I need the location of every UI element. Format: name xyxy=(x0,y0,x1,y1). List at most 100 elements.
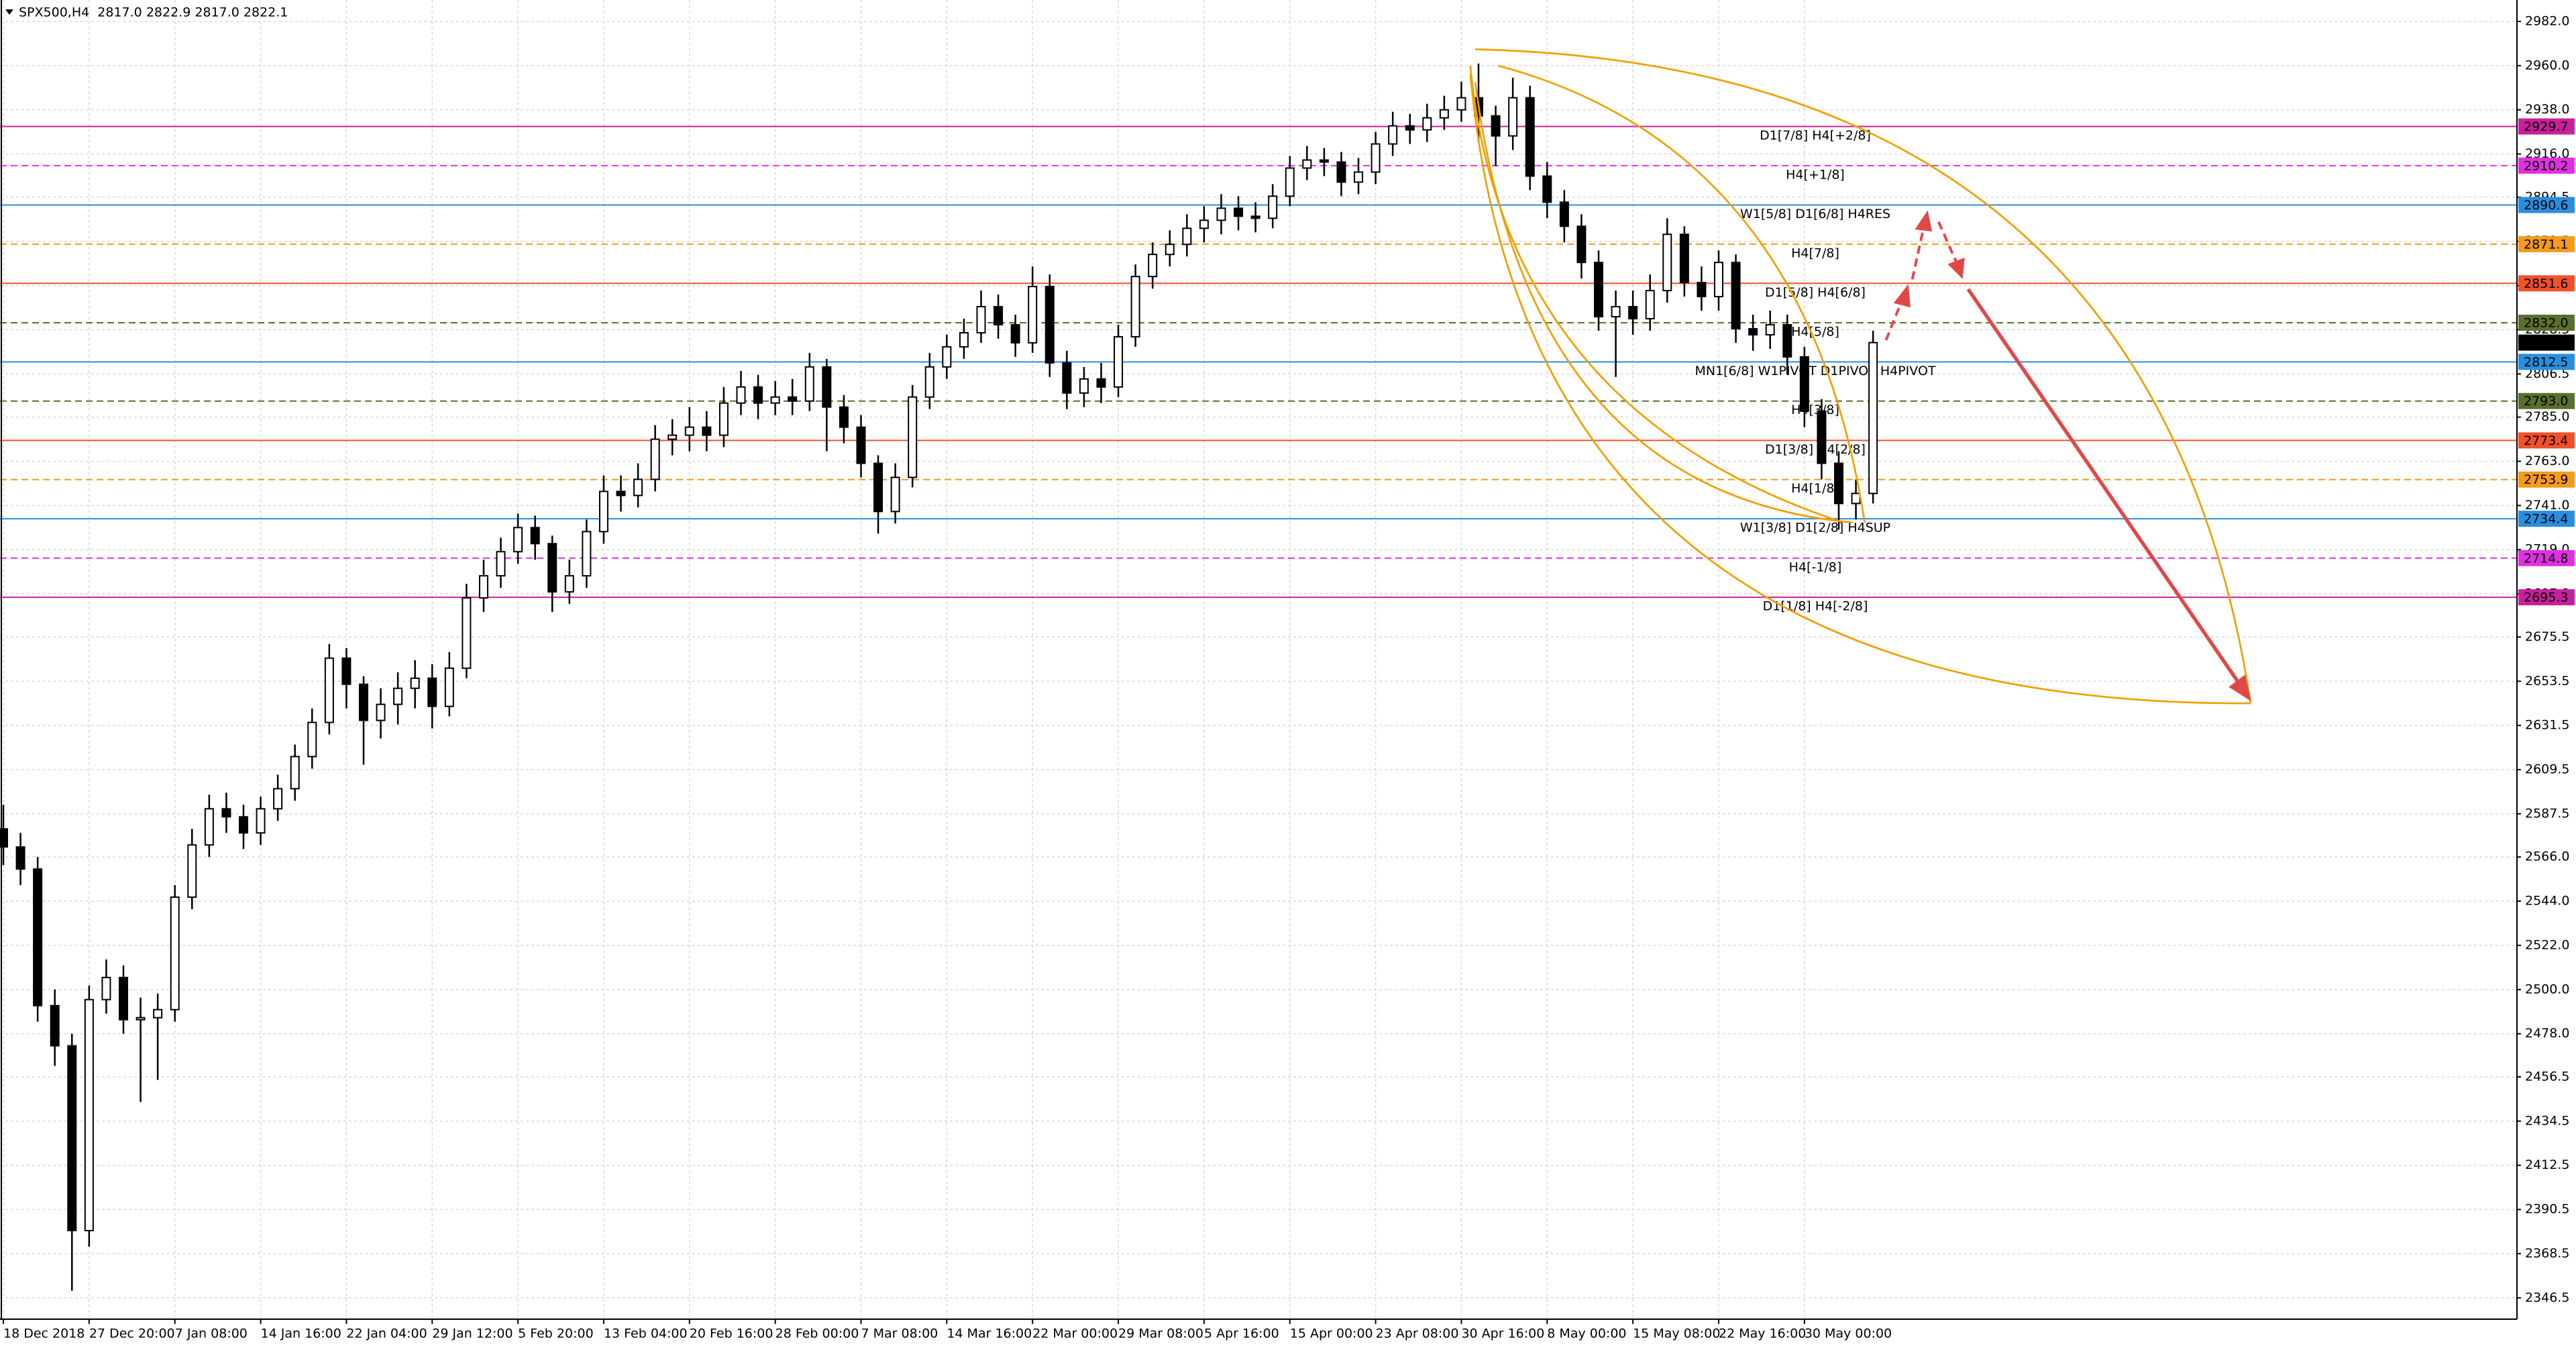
x-tick-label: 14 Mar 16:00 xyxy=(947,1327,1032,1341)
level-name: H4[5/8] xyxy=(1791,324,1839,339)
level-box xyxy=(2518,157,2575,174)
candle-body xyxy=(101,976,111,1000)
candle-body xyxy=(170,896,180,1011)
candle-body xyxy=(1062,362,1072,394)
level-box xyxy=(2518,432,2575,449)
candle-body xyxy=(15,846,25,870)
candle-body xyxy=(616,490,626,497)
candle-body xyxy=(1405,125,1415,131)
y-tick-label: 2390.5 xyxy=(2525,1202,2569,1216)
time-axis-background xyxy=(0,1319,2576,1346)
candle-body xyxy=(1594,262,1604,317)
candle-body xyxy=(462,597,472,669)
candle-body xyxy=(1679,234,1689,284)
candle-body xyxy=(478,575,488,599)
candle-body xyxy=(0,828,8,848)
candle-body xyxy=(1799,356,1809,412)
candle-body xyxy=(1079,378,1089,394)
candle-body xyxy=(1697,282,1707,298)
y-tick-label: 2412.5 xyxy=(2525,1157,2569,1172)
candle-body xyxy=(204,808,214,846)
candle-body xyxy=(1559,201,1569,227)
arc xyxy=(1469,74,2251,705)
level-name: MN1[6/8] W1PIVOT D1PIVOT H4PIVOT xyxy=(1695,364,1935,378)
y-tick-label: 2982.0 xyxy=(2525,13,2569,28)
candle-body xyxy=(1182,227,1192,246)
x-tick-label: 22 Mar 00:00 xyxy=(1032,1327,1118,1341)
candle-body xyxy=(1302,159,1312,169)
candle-body xyxy=(1868,342,1878,495)
candle-body xyxy=(788,396,798,402)
y-tick-label: 2785.0 xyxy=(2525,409,2569,424)
x-tick-label: 14 Jan 16:00 xyxy=(261,1327,341,1341)
candle-body xyxy=(582,531,592,577)
level-price: 2753.9 xyxy=(2524,472,2568,487)
candle-body xyxy=(736,386,746,404)
arc xyxy=(1469,65,1844,524)
x-tick-label: 15 Apr 00:00 xyxy=(1290,1327,1373,1341)
candle-body xyxy=(1319,159,1329,163)
candle-body xyxy=(1645,290,1655,319)
candle-body xyxy=(1611,306,1621,317)
candle-body xyxy=(50,1004,60,1047)
y-tick-label: 2741.0 xyxy=(2525,498,2569,513)
level-price: 2910.2 xyxy=(2524,158,2568,173)
x-tick-label: 13 Feb 04:00 xyxy=(604,1327,688,1341)
level-box xyxy=(2518,236,2575,252)
candle-body xyxy=(410,677,420,689)
arrow xyxy=(1966,288,2241,685)
drawings xyxy=(1469,48,2252,705)
y-tick-label: 2434.5 xyxy=(2525,1113,2569,1128)
candle-body xyxy=(1576,225,1587,264)
level-price: 2714.8 xyxy=(2524,551,2568,566)
level-name: D1[1/8] H4[-2/8] xyxy=(1763,599,1868,614)
candle-body xyxy=(496,551,506,577)
candle-body xyxy=(1371,143,1381,173)
candle-body xyxy=(393,687,403,705)
candle-body xyxy=(341,657,352,685)
candle-body xyxy=(1782,323,1792,358)
candle-body xyxy=(1456,97,1466,111)
level-price: 2929.7 xyxy=(2524,119,2568,134)
level-price: 2832.0 xyxy=(2524,315,2568,330)
level-box xyxy=(2518,314,2575,331)
candle-body xyxy=(1044,286,1055,364)
level-name: H4[1/8] xyxy=(1791,481,1839,496)
candle-body xyxy=(1628,306,1638,319)
price-axis-background xyxy=(2517,0,2576,1346)
candle-body xyxy=(598,490,608,533)
level-name: D1[7/8] H4[+2/8] xyxy=(1760,128,1871,143)
y-tick-label: 2456.5 xyxy=(2525,1069,2569,1084)
y-tick-label: 2346.5 xyxy=(2525,1290,2569,1305)
y-tick-label: 2368.5 xyxy=(2525,1246,2569,1261)
candle-body xyxy=(1817,410,1827,464)
level-name: H4[3/8] xyxy=(1791,403,1839,417)
candle-body xyxy=(376,703,386,721)
candle-body xyxy=(1491,115,1501,137)
arrow-head xyxy=(1915,210,1933,232)
level-price: 2793.0 xyxy=(2524,394,2568,409)
chart-title: SPX500,H4 2817.0 2822.9 2817.0 2822.1 xyxy=(19,5,288,20)
x-tick-label: 28 Feb 00:00 xyxy=(775,1327,859,1341)
candle-body xyxy=(118,976,128,1021)
candle-body xyxy=(959,331,969,348)
candle-body xyxy=(324,657,334,723)
candle-body xyxy=(1748,327,1758,335)
candle-body xyxy=(753,386,763,404)
y-tick-label: 2675.5 xyxy=(2525,629,2569,644)
level-price: 2773.4 xyxy=(2524,433,2568,448)
x-tick-label: 29 Mar 08:00 xyxy=(1118,1327,1203,1341)
candle-body xyxy=(1234,207,1244,217)
y-tick-label: 2609.5 xyxy=(2525,762,2569,776)
candle-body xyxy=(908,396,918,478)
level-name: W1[3/8] D1[2/8] H4SUP xyxy=(1740,521,1890,535)
candle-body xyxy=(1833,462,1843,505)
candle-body xyxy=(1422,117,1432,131)
candle-body xyxy=(1114,335,1124,388)
candle-body xyxy=(822,366,832,408)
candle-body xyxy=(804,366,814,402)
candle-body xyxy=(273,788,283,810)
level-box xyxy=(2518,589,2575,606)
